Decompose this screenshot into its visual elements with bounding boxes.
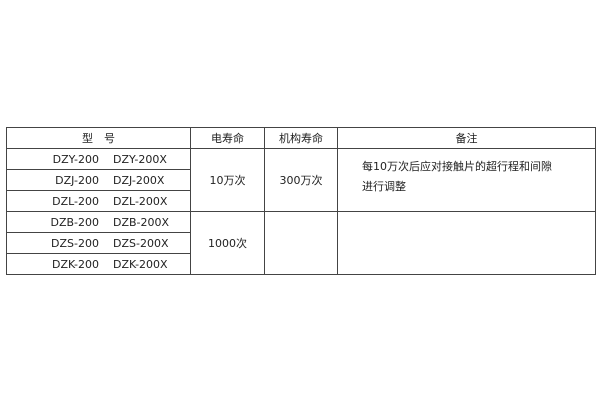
header-note: 备注 — [337, 127, 596, 149]
table-row: DZB-200 DZB-200X 1000次 — [6, 211, 596, 275]
model-a: DZY-200 — [52, 152, 99, 166]
spec-table: 型 号 电寿命 机构寿命 备注 DZY-200 DZY-200X 10万次 300… — [6, 127, 596, 275]
model-cell: DZB-200 DZB-200X — [6, 211, 191, 233]
model-a: DZB-200 — [50, 215, 99, 229]
model-a: DZS-200 — [51, 236, 99, 250]
model-b: DZY-200X — [113, 152, 167, 166]
model-b: DZJ-200X — [113, 173, 165, 187]
note-cell: 每10万次后应对接触片的超行程和间隙 进行调整 — [337, 148, 596, 212]
table-row: DZY-200 DZY-200X 10万次 300万次 每10万次后应对接触片的超… — [6, 148, 596, 212]
note-line: 进行调整 — [362, 180, 406, 193]
header-row: 型 号 电寿命 机构寿命 备注 — [6, 127, 596, 149]
note-line: 每10万次后应对接触片的超行程和间隙 — [362, 160, 552, 173]
model-b: DZS-200X — [113, 236, 169, 250]
model-b: DZB-200X — [113, 215, 170, 229]
model-cell: DZY-200 DZY-200X — [6, 148, 191, 170]
mechanical-life-cell: 300万次 — [264, 148, 338, 212]
electrical-life-cell: 10万次 — [190, 148, 265, 212]
model-b: DZL-200X — [113, 194, 168, 208]
model-cell: DZS-200 DZS-200X — [6, 232, 191, 254]
model-b: DZK-200X — [113, 257, 168, 271]
table-row: DZL-200 DZL-200X — [6, 190, 596, 212]
model-cell: DZJ-200 DZJ-200X — [6, 169, 191, 191]
header-mechanical-life: 机构寿命 — [264, 127, 338, 149]
table-row: DZK-200 DZK-200X — [6, 253, 596, 275]
model-cell: DZL-200 DZL-200X — [6, 190, 191, 212]
model-a: DZJ-200 — [55, 173, 99, 187]
model-a: DZL-200 — [52, 194, 99, 208]
note-cell — [337, 211, 596, 275]
model-a: DZK-200 — [51, 257, 99, 271]
model-cell: DZK-200 DZK-200X — [6, 253, 191, 275]
header-model: 型 号 — [6, 127, 191, 149]
mechanical-life-cell — [264, 211, 338, 275]
electrical-life-cell: 1000次 — [190, 211, 265, 275]
header-electrical-life: 电寿命 — [190, 127, 265, 149]
